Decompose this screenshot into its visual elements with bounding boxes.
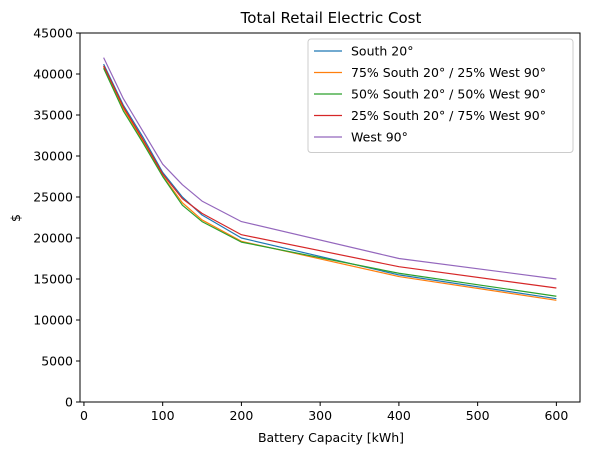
y-axis-label: $ [8, 214, 23, 222]
x-axis: 0 100 200 300 400 500 600 [80, 402, 568, 423]
y-tick-label: 15000 [33, 272, 73, 287]
y-tick-label: 5000 [41, 354, 73, 369]
y-tick-label: 25000 [33, 190, 73, 205]
legend-entry: South 20° [351, 44, 413, 59]
y-axis: 0 5000 10000 15000 20000 25000 30000 35000 40000… [33, 26, 80, 410]
x-tick-label: 500 [466, 408, 490, 423]
x-tick-label: 200 [229, 408, 253, 423]
series-line-4 [103, 65, 557, 289]
plot-area-frame [79, 32, 581, 403]
y-tick-label: 45000 [33, 26, 73, 41]
y-tick-label: 20000 [33, 231, 73, 246]
series-line-5 [103, 57, 557, 280]
y-tick-label: 0 [65, 395, 73, 410]
y-tick-label: 40000 [33, 67, 73, 82]
x-tick-label: 300 [308, 408, 332, 423]
x-tick-label: 600 [544, 408, 568, 423]
x-tick-label: 400 [387, 408, 411, 423]
legend-entry: 75% South 20° / 25% West 90° [351, 65, 546, 80]
x-axis-label: Battery Capacity [kWh] [258, 430, 404, 445]
y-tick-label: 35000 [33, 108, 73, 123]
chart-title: Total Retail Electric Cost [240, 9, 422, 27]
x-tick-label: 100 [151, 408, 175, 423]
series-line-2 [103, 66, 557, 301]
series-line-3 [103, 68, 557, 297]
legend: South 20° 75% South 20° / 25% West 90° 50%… [307, 38, 574, 153]
series-layer [103, 57, 557, 301]
y-tick-label: 30000 [33, 149, 73, 164]
legend-entry: 25% South 20° / 75% West 90° [351, 108, 546, 123]
x-tick-label: 0 [80, 408, 88, 423]
y-tick-label: 10000 [33, 313, 73, 328]
legend-entry: West 90° [351, 130, 408, 145]
legend-box [307, 38, 574, 153]
legend-entry: 50% South 20° / 50% West 90° [351, 87, 546, 102]
